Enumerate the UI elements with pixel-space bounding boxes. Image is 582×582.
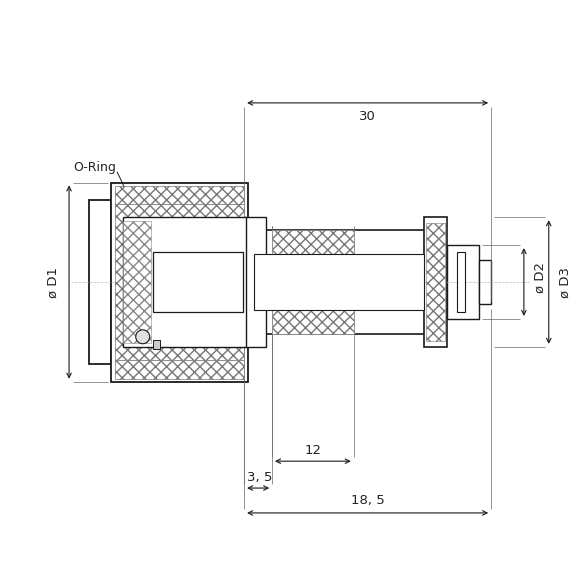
Bar bbox=[123, 217, 246, 347]
Bar bbox=[152, 340, 159, 349]
Bar bbox=[427, 223, 445, 341]
Bar bbox=[424, 217, 447, 347]
Bar bbox=[457, 252, 465, 312]
Text: 12: 12 bbox=[304, 443, 321, 457]
Text: ø D2: ø D2 bbox=[533, 261, 546, 293]
Bar bbox=[244, 217, 266, 347]
Bar bbox=[115, 204, 244, 360]
Bar bbox=[479, 260, 491, 304]
Bar bbox=[244, 230, 430, 334]
Bar bbox=[111, 183, 248, 382]
Text: O-Ring: O-Ring bbox=[73, 161, 116, 174]
Bar bbox=[272, 292, 354, 334]
Text: 18, 5: 18, 5 bbox=[351, 495, 385, 508]
Text: Thread: Thread bbox=[122, 245, 135, 289]
Bar bbox=[272, 230, 354, 272]
Bar bbox=[254, 254, 424, 310]
Bar bbox=[115, 360, 244, 378]
Bar bbox=[272, 272, 354, 292]
Bar bbox=[115, 186, 244, 204]
Text: 30: 30 bbox=[359, 111, 376, 123]
Bar bbox=[447, 245, 479, 319]
Bar bbox=[152, 252, 243, 312]
Text: 3, 5: 3, 5 bbox=[247, 471, 273, 484]
Text: ø D3: ø D3 bbox=[558, 267, 571, 297]
Text: ø D1: ø D1 bbox=[47, 267, 59, 297]
Bar bbox=[123, 221, 151, 343]
Bar bbox=[89, 200, 111, 364]
Circle shape bbox=[136, 330, 150, 344]
